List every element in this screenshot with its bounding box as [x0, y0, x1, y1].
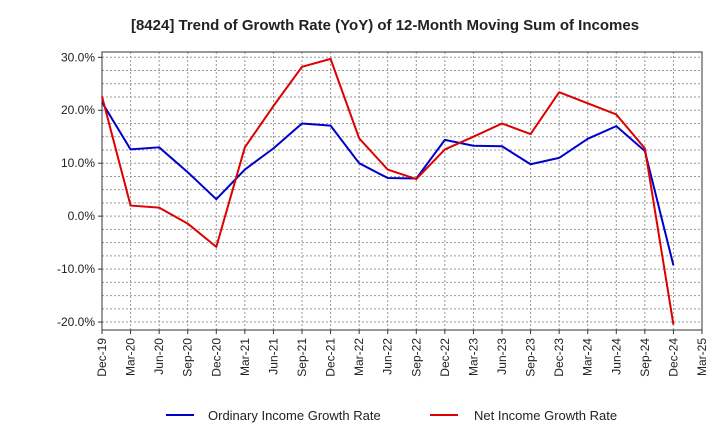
x-tick-label: Sep-20	[181, 338, 195, 377]
x-tick-label: Jun-23	[495, 338, 509, 375]
x-tick-label: Mar-20	[124, 338, 138, 376]
x-tick-label: Mar-25	[695, 338, 709, 376]
x-tick-label: Dec-20	[209, 338, 223, 377]
legend: Ordinary Income Growth Rate Net Income Gr…	[166, 408, 617, 423]
y-axis: 30.0% 20.0% 10.0% 0.0% -10.0% -20.0%	[57, 50, 102, 329]
x-tick-label: Dec-24	[666, 338, 680, 377]
legend-label-2: Net Income Growth Rate	[474, 408, 617, 423]
x-tick-label: Jun-20	[152, 338, 166, 375]
y-tick-label: 0.0%	[68, 209, 96, 223]
x-tick-label: Mar-21	[238, 338, 252, 376]
x-tick-label: Mar-22	[352, 338, 366, 376]
series-line-2	[101, 57, 675, 325]
plot-area	[101, 51, 703, 331]
y-tick-label: 10.0%	[61, 156, 95, 170]
x-tick-label: Jun-21	[266, 338, 280, 375]
x-tick-label: Mar-23	[466, 338, 480, 376]
x-tick-label: Dec-19	[95, 338, 109, 377]
legend-label-1: Ordinary Income Growth Rate	[208, 408, 381, 423]
x-tick-label: Sep-23	[524, 338, 538, 377]
x-tick-label: Sep-21	[295, 338, 309, 377]
x-tick-label: Dec-22	[438, 338, 452, 377]
x-tick-label: Dec-21	[324, 338, 338, 377]
series-layer	[101, 57, 675, 325]
y-tick-label: 20.0%	[61, 103, 95, 117]
x-tick-label: Dec-23	[552, 338, 566, 377]
x-tick-label: Jun-22	[381, 338, 395, 375]
x-tick-label: Jun-24	[609, 338, 623, 375]
chart-title: [8424] Trend of Growth Rate (YoY) of 12-…	[131, 17, 639, 34]
x-tick-label: Sep-24	[638, 338, 652, 377]
y-tick-label: -20.0%	[57, 315, 95, 329]
grid	[102, 52, 702, 330]
x-tick-label: Mar-24	[581, 338, 595, 376]
y-tick-label: -10.0%	[57, 262, 95, 276]
series-line-1	[101, 101, 675, 266]
y-tick-label: 30.0%	[61, 50, 95, 64]
x-axis: Dec-19 Mar-20 Jun-20 Sep-20 Dec-20 Mar-21 Jun-…	[95, 330, 709, 377]
x-tick-label: Sep-22	[409, 338, 423, 377]
